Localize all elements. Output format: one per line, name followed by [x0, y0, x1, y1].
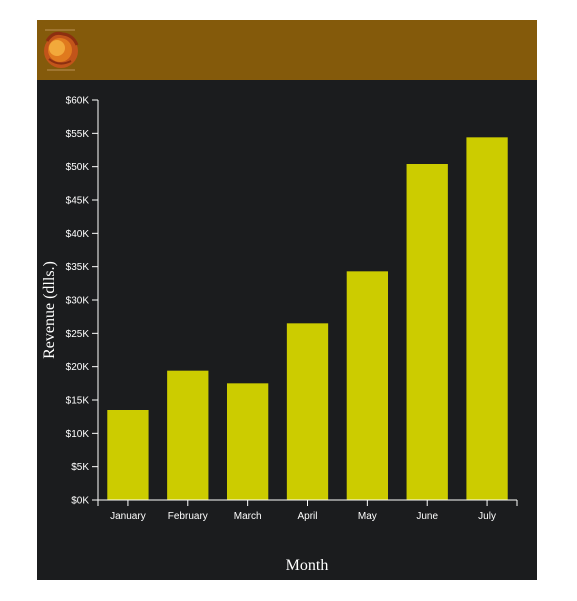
x-tick-label: April — [297, 511, 317, 522]
y-tick-label: $0K — [71, 496, 89, 507]
y-tick-label: $5K — [71, 462, 89, 473]
x-tick-label: June — [416, 511, 438, 522]
x-tick-label: January — [110, 511, 146, 522]
bar-july — [466, 137, 508, 500]
x-axis-title: Month — [286, 557, 329, 574]
y-tick-label: $50K — [66, 162, 90, 173]
bar-january — [107, 410, 149, 500]
bar-may — [346, 271, 389, 500]
header-bar — [37, 20, 537, 80]
y-tick-label: $30K — [66, 296, 90, 307]
y-tick-label: $20K — [66, 362, 90, 373]
y-tick-label: $10K — [66, 429, 90, 440]
x-tick-label: May — [358, 511, 377, 522]
bar-chart: $0K $5K $10K $15K $20K $25K $30K $35K $40K $45K $5… — [41, 96, 518, 574]
y-tick-label: $55K — [66, 129, 90, 140]
bar-june — [406, 164, 448, 500]
y-tick-label: $15K — [66, 396, 90, 407]
y-tick-label: $45K — [66, 196, 90, 207]
y-tick-label: $25K — [66, 329, 90, 340]
bar-february — [167, 370, 209, 500]
y-tick-label: $40K — [66, 229, 90, 240]
x-tick-label: March — [234, 511, 262, 522]
y-tick-label: $60K — [66, 96, 90, 107]
chart-frame: $0K $5K $10K $15K $20K $25K $30K $35K $40K $45K $5… — [37, 20, 537, 580]
lion-head-logo-icon — [44, 29, 79, 71]
y-axis-title: Revenue (dlls.) — [41, 261, 58, 359]
y-tick-label: $35K — [66, 262, 90, 273]
bar-april — [286, 323, 329, 500]
x-tick-label: February — [168, 511, 208, 522]
x-tick-label: July — [478, 511, 496, 522]
bar-march — [226, 383, 269, 500]
